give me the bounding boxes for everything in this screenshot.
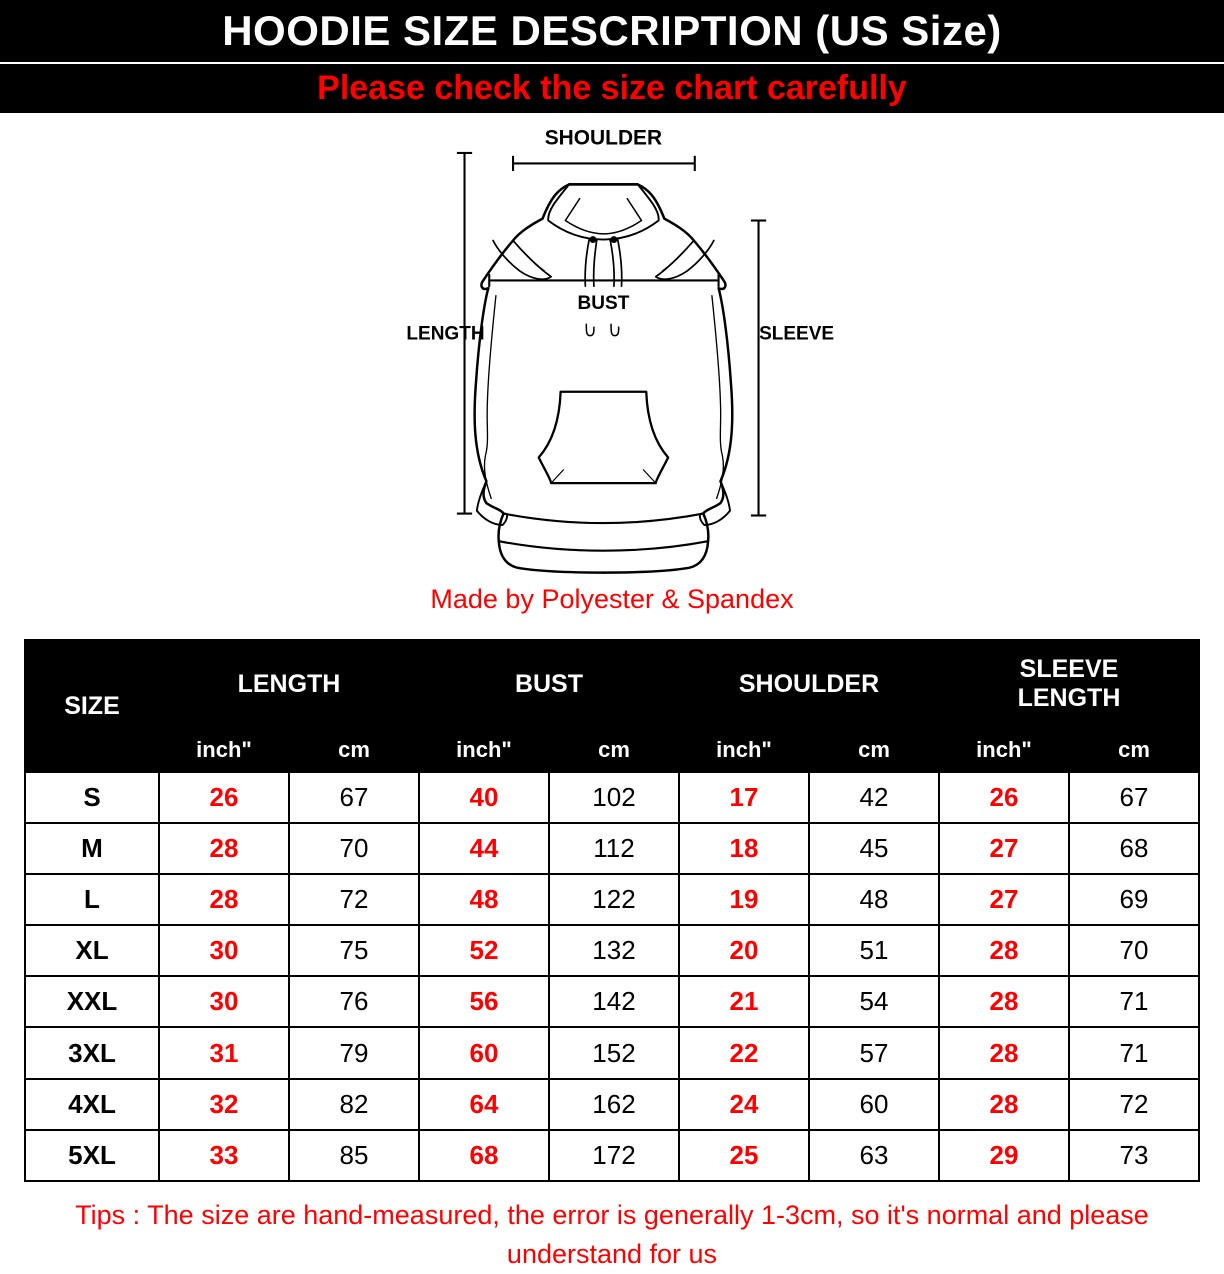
svg-text:BUST: BUST bbox=[578, 293, 630, 314]
svg-text:LENGTH: LENGTH bbox=[406, 323, 484, 344]
svg-text:SLEEVE: SLEEVE bbox=[759, 323, 834, 344]
svg-text:SHOULDER: SHOULDER bbox=[545, 126, 662, 149]
